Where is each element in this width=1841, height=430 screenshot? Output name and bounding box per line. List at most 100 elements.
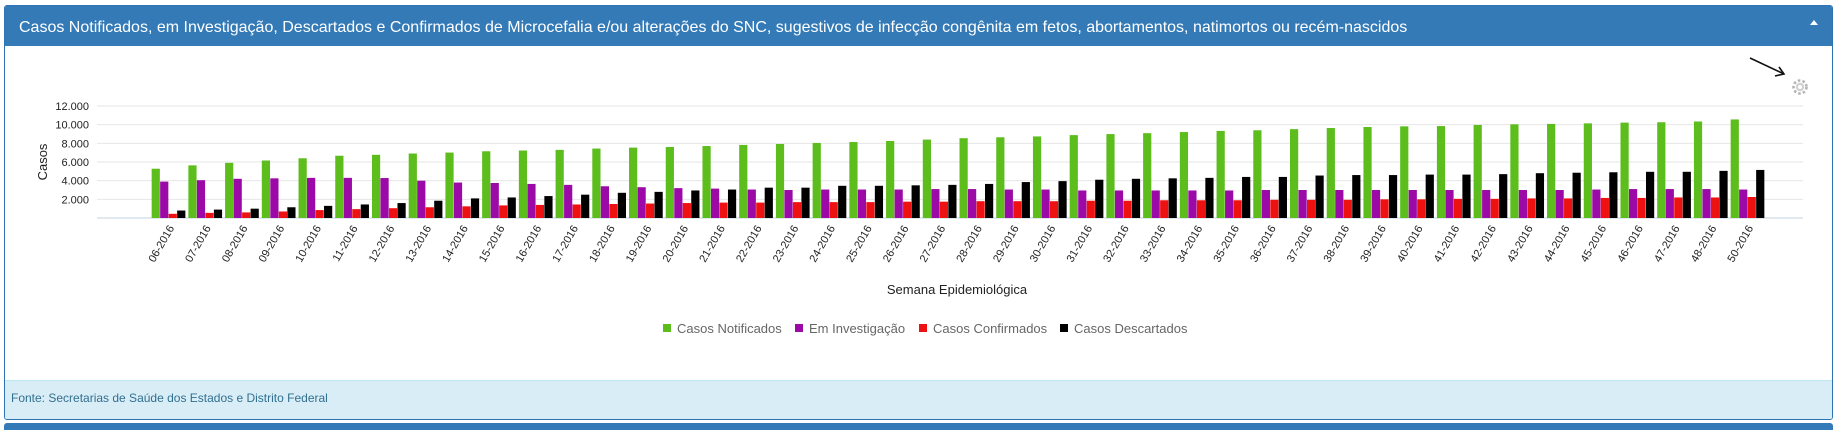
chevron-up-icon[interactable] [1810,20,1818,25]
next-panel-header[interactable] [4,423,1833,430]
bar[interactable] [1315,175,1324,218]
gear-icon[interactable] [1792,79,1808,95]
bar[interactable] [1417,199,1426,218]
bar[interactable] [849,142,858,218]
legend-item[interactable]: Em Investigação [795,321,905,336]
bar[interactable] [225,162,234,218]
bar[interactable] [1756,169,1765,218]
bar[interactable] [1363,127,1372,218]
bar[interactable] [1628,189,1638,218]
bar[interactable] [1592,189,1601,218]
bar[interactable] [1131,178,1141,218]
bar[interactable] [1400,126,1409,218]
bar[interactable] [518,150,528,218]
bar[interactable] [756,202,765,218]
bar[interactable] [629,147,638,218]
bar[interactable] [1445,190,1454,218]
bar[interactable] [564,184,573,218]
bar[interactable] [1095,179,1104,218]
bar[interactable] [609,204,618,218]
bar[interactable] [1665,189,1674,218]
bar[interactable] [996,137,1005,218]
bar[interactable] [1021,182,1030,218]
bar[interactable] [1078,190,1087,218]
bar[interactable] [298,158,307,218]
bar[interactable] [1620,122,1629,218]
bar[interactable] [1032,136,1042,218]
bar[interactable] [371,154,381,218]
bar[interactable] [1123,200,1132,218]
bar[interactable] [1583,123,1592,218]
bar[interactable] [507,197,516,218]
bar[interactable] [278,211,288,218]
bar[interactable] [242,212,251,218]
bar[interactable] [270,178,279,218]
bar[interactable] [976,201,985,218]
bar[interactable] [1371,190,1381,218]
bar[interactable] [188,165,197,218]
bar[interactable] [261,160,271,218]
bar[interactable] [151,168,160,218]
bar[interactable] [1069,135,1078,218]
bar[interactable] [1453,198,1463,218]
bar[interactable] [544,196,553,218]
bar[interactable] [710,188,720,218]
bar[interactable] [1710,197,1720,218]
bar[interactable] [1004,189,1013,218]
bar[interactable] [1188,190,1197,218]
bar[interactable] [1473,124,1482,218]
bar[interactable] [177,210,186,218]
bar[interactable] [307,177,316,218]
bar[interactable] [903,201,912,218]
bar[interactable] [801,187,810,218]
bar[interactable] [1160,200,1169,218]
bar[interactable] [1278,176,1287,218]
bar[interactable] [1436,126,1446,218]
bar[interactable] [654,191,663,218]
bar[interactable] [213,209,223,218]
legend-item[interactable]: Casos Notificados [663,321,782,336]
bar[interactable] [1151,190,1160,218]
bar[interactable] [1747,197,1756,218]
bar[interactable] [1049,201,1059,218]
bar[interactable] [1462,174,1471,218]
bar[interactable] [1547,123,1556,218]
bar[interactable] [1518,190,1528,218]
bar[interactable] [1408,190,1417,218]
bar[interactable] [1114,190,1124,218]
bar[interactable] [702,146,711,218]
bar[interactable] [866,202,875,218]
bar[interactable] [470,198,480,218]
bar[interactable] [592,148,601,218]
bar[interactable] [160,181,169,218]
bar[interactable] [764,187,773,218]
bar[interactable] [1510,124,1519,218]
bar[interactable] [1645,171,1655,218]
bar[interactable] [287,207,296,218]
bar[interactable] [829,202,838,218]
bar[interactable] [408,153,417,218]
bar[interactable] [1657,122,1666,218]
bar[interactable] [821,189,830,218]
bar[interactable] [445,152,454,218]
bar[interactable] [1326,128,1335,218]
bar[interactable] [581,194,590,218]
bar[interactable] [1572,172,1581,218]
bar[interactable] [838,185,847,218]
bar[interactable] [1499,174,1508,218]
bar[interactable] [1343,199,1352,218]
bar[interactable] [959,138,968,218]
bar[interactable] [1527,198,1536,218]
legend-item[interactable]: Casos Descartados [1060,321,1188,336]
bar[interactable] [233,178,242,218]
bar[interactable] [205,212,214,218]
bar[interactable] [1609,172,1618,218]
bar[interactable] [1306,199,1316,218]
bar[interactable] [1535,173,1545,218]
bar[interactable] [874,185,884,218]
bar[interactable] [352,209,361,218]
bar[interactable] [691,190,700,218]
bar[interactable] [1702,189,1711,218]
bar[interactable] [1225,190,1234,218]
bar[interactable] [1730,119,1739,218]
